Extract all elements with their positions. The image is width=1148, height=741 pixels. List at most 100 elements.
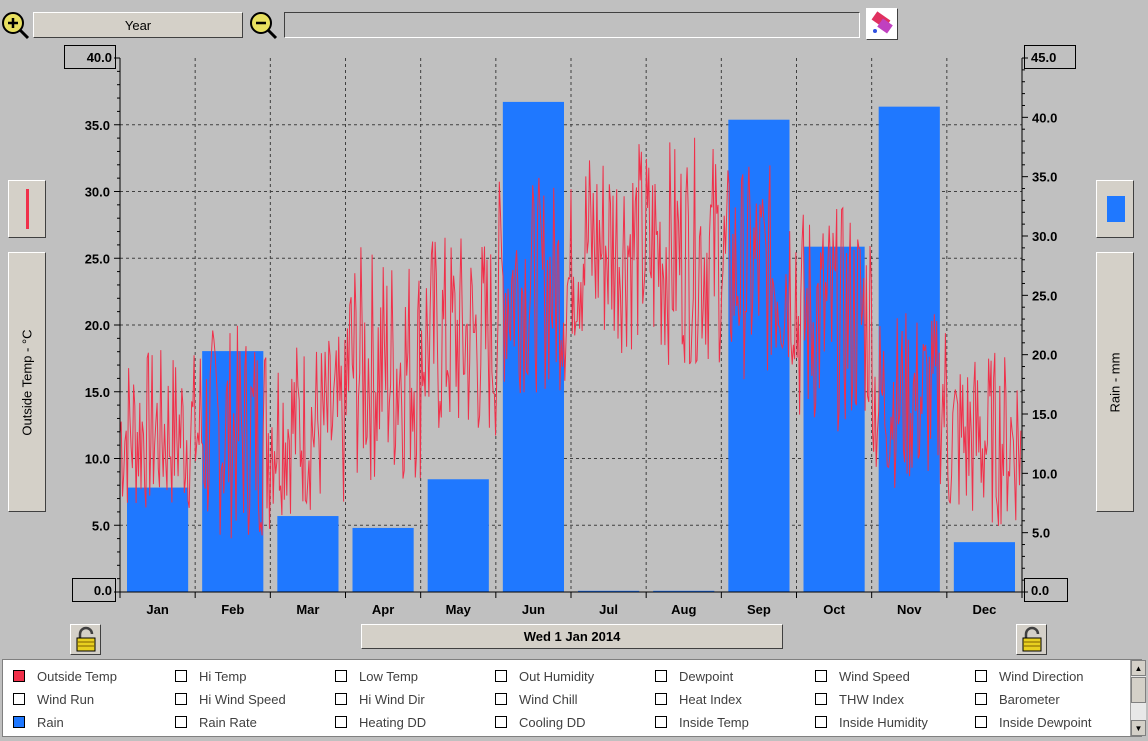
legend-checkbox[interactable] bbox=[655, 693, 667, 705]
legend-checkbox[interactable] bbox=[975, 716, 987, 728]
legend-item[interactable]: Rain bbox=[13, 713, 64, 731]
right-tick-label: 30.0 bbox=[1032, 229, 1057, 244]
month-label: Jul bbox=[599, 602, 618, 617]
legend-checkbox[interactable] bbox=[175, 670, 187, 682]
legend-item[interactable]: Wind Run bbox=[13, 690, 94, 708]
left-tick-label: 20.0 bbox=[85, 318, 110, 333]
eraser-button[interactable] bbox=[866, 8, 898, 40]
legend-label: Wind Chill bbox=[519, 691, 578, 707]
legend-item[interactable]: Barometer bbox=[975, 690, 1060, 708]
rain-series-swatch[interactable] bbox=[1096, 180, 1134, 238]
legend-item[interactable]: Outside Temp bbox=[13, 667, 117, 685]
month-label: Aug bbox=[671, 602, 696, 617]
scroll-up-icon[interactable]: ▲ bbox=[1131, 660, 1146, 676]
period-button[interactable]: Year bbox=[33, 12, 243, 38]
legend-checkbox[interactable] bbox=[335, 670, 347, 682]
legend-checkbox[interactable] bbox=[175, 716, 187, 728]
right-axis-min-box[interactable]: 0.0 bbox=[1024, 578, 1068, 602]
month-label: Jan bbox=[146, 602, 168, 617]
legend-checkbox[interactable] bbox=[13, 693, 25, 705]
weather-chart[interactable]: 5.0 10.0 15.0 20.0 25.0 30.0 35.0 5.0 10.0 15.0 20… bbox=[0, 0, 1148, 625]
month-label: Apr bbox=[372, 602, 394, 617]
right-tick-label: 25.0 bbox=[1032, 288, 1057, 303]
legend-item[interactable]: Hi Wind Dir bbox=[335, 690, 425, 708]
legend-item[interactable]: Wind Direction bbox=[975, 667, 1084, 685]
zoom-out-button[interactable] bbox=[248, 10, 278, 40]
scroll-thumb[interactable] bbox=[1131, 677, 1146, 703]
legend-label: Rain bbox=[37, 714, 64, 730]
chart-axes bbox=[114, 57, 1028, 598]
legend-item[interactable]: Wind Speed bbox=[815, 667, 910, 685]
legend-label: Low Temp bbox=[359, 668, 419, 684]
legend-item[interactable]: Wind Chill bbox=[495, 690, 578, 708]
legend-label: Inside Dewpoint bbox=[999, 714, 1092, 730]
lock-icon bbox=[1022, 626, 1042, 652]
legend-item[interactable]: Cooling DD bbox=[495, 713, 585, 731]
eraser-icon bbox=[871, 11, 893, 34]
legend-item[interactable]: THW Index bbox=[815, 690, 904, 708]
legend-checkbox[interactable] bbox=[655, 716, 667, 728]
legend-checkbox[interactable] bbox=[13, 716, 25, 728]
legend-item[interactable]: Dewpoint bbox=[655, 667, 733, 685]
rain-bar bbox=[352, 527, 414, 592]
month-label: Mar bbox=[296, 602, 319, 617]
legend-checkbox[interactable] bbox=[495, 716, 507, 728]
legend-checkbox[interactable] bbox=[175, 693, 187, 705]
rain-bar bbox=[803, 246, 865, 592]
month-label: Sep bbox=[747, 602, 771, 617]
legend-checkbox[interactable] bbox=[495, 693, 507, 705]
left-axis-min-box[interactable]: 0.0 bbox=[72, 578, 116, 602]
legend-label: Heating DD bbox=[359, 714, 427, 730]
month-label: Nov bbox=[897, 602, 922, 617]
legend-checkbox[interactable] bbox=[13, 670, 25, 682]
zoom-in-icon bbox=[2, 12, 30, 40]
legend-item[interactable]: Heat Index bbox=[655, 690, 742, 708]
legend-item[interactable]: Heating DD bbox=[335, 713, 426, 731]
legend-item[interactable]: Low Temp bbox=[335, 667, 418, 685]
series-legend: Outside Temp Hi Temp Low Temp Out Humidity D… bbox=[2, 659, 1142, 737]
legend-checkbox[interactable] bbox=[975, 693, 987, 705]
date-navigation-bar[interactable]: Wed 1 Jan 2014 bbox=[361, 624, 783, 649]
left-axis-label-panel[interactable]: Outside Temp - °C bbox=[8, 252, 46, 512]
month-label: Oct bbox=[823, 602, 845, 617]
month-label: Feb bbox=[221, 602, 244, 617]
legend-item[interactable]: Inside Dewpoint bbox=[975, 713, 1092, 731]
left-axis-max-box[interactable]: 40.0 bbox=[64, 45, 116, 69]
legend-checkbox[interactable] bbox=[815, 670, 827, 682]
right-lock-button[interactable] bbox=[1016, 624, 1047, 655]
legend-checkbox[interactable] bbox=[495, 670, 507, 682]
legend-item[interactable]: Inside Humidity bbox=[815, 713, 928, 731]
legend-label: Hi Wind Dir bbox=[359, 691, 425, 707]
legend-label: Hi Wind Speed bbox=[199, 691, 286, 707]
legend-item[interactable]: Hi Temp bbox=[175, 667, 246, 685]
zoom-in-button[interactable] bbox=[0, 10, 30, 40]
legend-item[interactable]: Hi Wind Speed bbox=[175, 690, 286, 708]
left-tick-label: 30.0 bbox=[85, 185, 110, 200]
legend-item[interactable]: Rain Rate bbox=[175, 713, 257, 731]
left-lock-button[interactable] bbox=[70, 624, 101, 655]
legend-item[interactable]: Out Humidity bbox=[495, 667, 594, 685]
legend-label: Wind Direction bbox=[999, 668, 1084, 684]
rain-bar bbox=[728, 119, 790, 592]
month-label: Jun bbox=[522, 602, 545, 617]
legend-scrollbar[interactable]: ▲ ▼ bbox=[1130, 660, 1146, 736]
legend-label: Inside Humidity bbox=[839, 714, 928, 730]
temp-series-swatch[interactable] bbox=[8, 180, 46, 238]
right-tick-label: 35.0 bbox=[1032, 170, 1057, 185]
legend-checkbox[interactable] bbox=[335, 693, 347, 705]
legend-checkbox[interactable] bbox=[815, 693, 827, 705]
legend-item[interactable]: Inside Temp bbox=[655, 713, 749, 731]
legend-checkbox[interactable] bbox=[975, 670, 987, 682]
left-tick-label: 10.0 bbox=[85, 452, 110, 467]
right-tick-label: 40.0 bbox=[1032, 110, 1057, 125]
legend-checkbox[interactable] bbox=[655, 670, 667, 682]
legend-label: Barometer bbox=[999, 691, 1060, 707]
legend-label: Outside Temp bbox=[37, 668, 117, 684]
right-axis-label-panel[interactable]: Rain - mm bbox=[1096, 252, 1134, 512]
scroll-down-icon[interactable]: ▼ bbox=[1131, 720, 1146, 736]
legend-checkbox[interactable] bbox=[815, 716, 827, 728]
legend-checkbox[interactable] bbox=[335, 716, 347, 728]
legend-label: Dewpoint bbox=[679, 668, 734, 684]
right-axis-max-box[interactable]: 45.0 bbox=[1024, 45, 1076, 69]
month-label: May bbox=[446, 602, 472, 617]
